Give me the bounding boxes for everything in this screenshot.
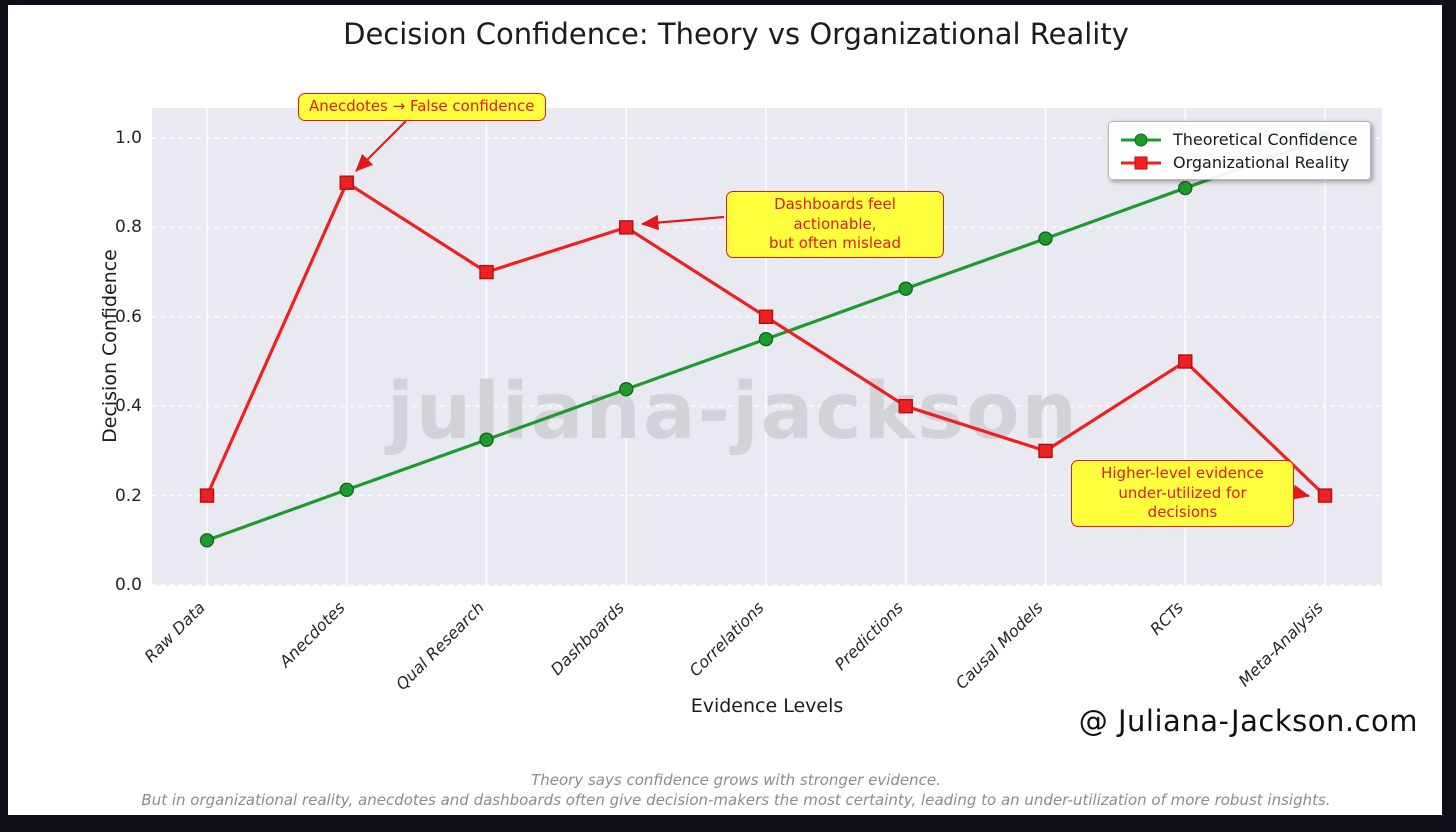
figure-canvas: Decision Confidence: Theory vs Organizat…	[8, 5, 1442, 815]
x-tick-label: Meta-Analysis	[1234, 598, 1327, 691]
annotation-meta-analysis: Higher-level evidence under-utilized for…	[1071, 460, 1294, 527]
y-tick-label: 0.4	[114, 396, 142, 417]
legend-item-theoretical: Theoretical Confidence	[1119, 129, 1360, 150]
chart-title: Decision Confidence: Theory vs Organizat…	[343, 17, 1129, 51]
x-tick-label: Qual Research	[392, 598, 488, 694]
y-tick-label: 0.0	[114, 575, 142, 595]
legend-label-reality: Organizational Reality	[1173, 153, 1350, 172]
legend-label-theoretical: Theoretical Confidence	[1173, 130, 1358, 149]
x-tick-label: RCTs	[1146, 598, 1187, 639]
x-tick-label: Dashboards	[546, 598, 628, 679]
legend-item-reality: Organizational Reality	[1119, 152, 1360, 173]
x-axis-label: Evidence Levels	[690, 695, 844, 717]
y-tick-label: 0.6	[114, 306, 142, 327]
author-signature: @ Juliana-Jackson.com	[1078, 704, 1418, 738]
legend-line-circle-icon	[1121, 133, 1161, 146]
y-axis-label: Decision Confidence	[99, 249, 121, 443]
x-tick-label: Predictions	[831, 598, 908, 674]
x-tick-label: Raw Data	[140, 598, 209, 667]
annotation-dashboards: Dashboards feel actionable, but often mi…	[726, 191, 944, 258]
x-tick-label: Causal Models	[952, 598, 1047, 693]
footer-line-2: But in organizational reality, anecdotes…	[141, 791, 1331, 810]
y-tick-label: 0.2	[114, 485, 142, 506]
y-tick-label: 1.0	[114, 128, 142, 148]
annotation-anecdotes: Anecdotes → False confidence	[298, 93, 546, 121]
legend: Theoretical Confidence Organizational Re…	[1108, 121, 1371, 180]
y-tick-label: 0.8	[114, 217, 142, 238]
footer-caption: Theory says confidence grows with strong…	[8, 770, 1456, 811]
footer-line-1: Theory says confidence grows with strong…	[531, 771, 941, 789]
x-tick-label: Anecdotes	[275, 598, 349, 671]
legend-line-square-icon	[1121, 156, 1161, 169]
x-tick-label: Correlations	[685, 598, 768, 681]
